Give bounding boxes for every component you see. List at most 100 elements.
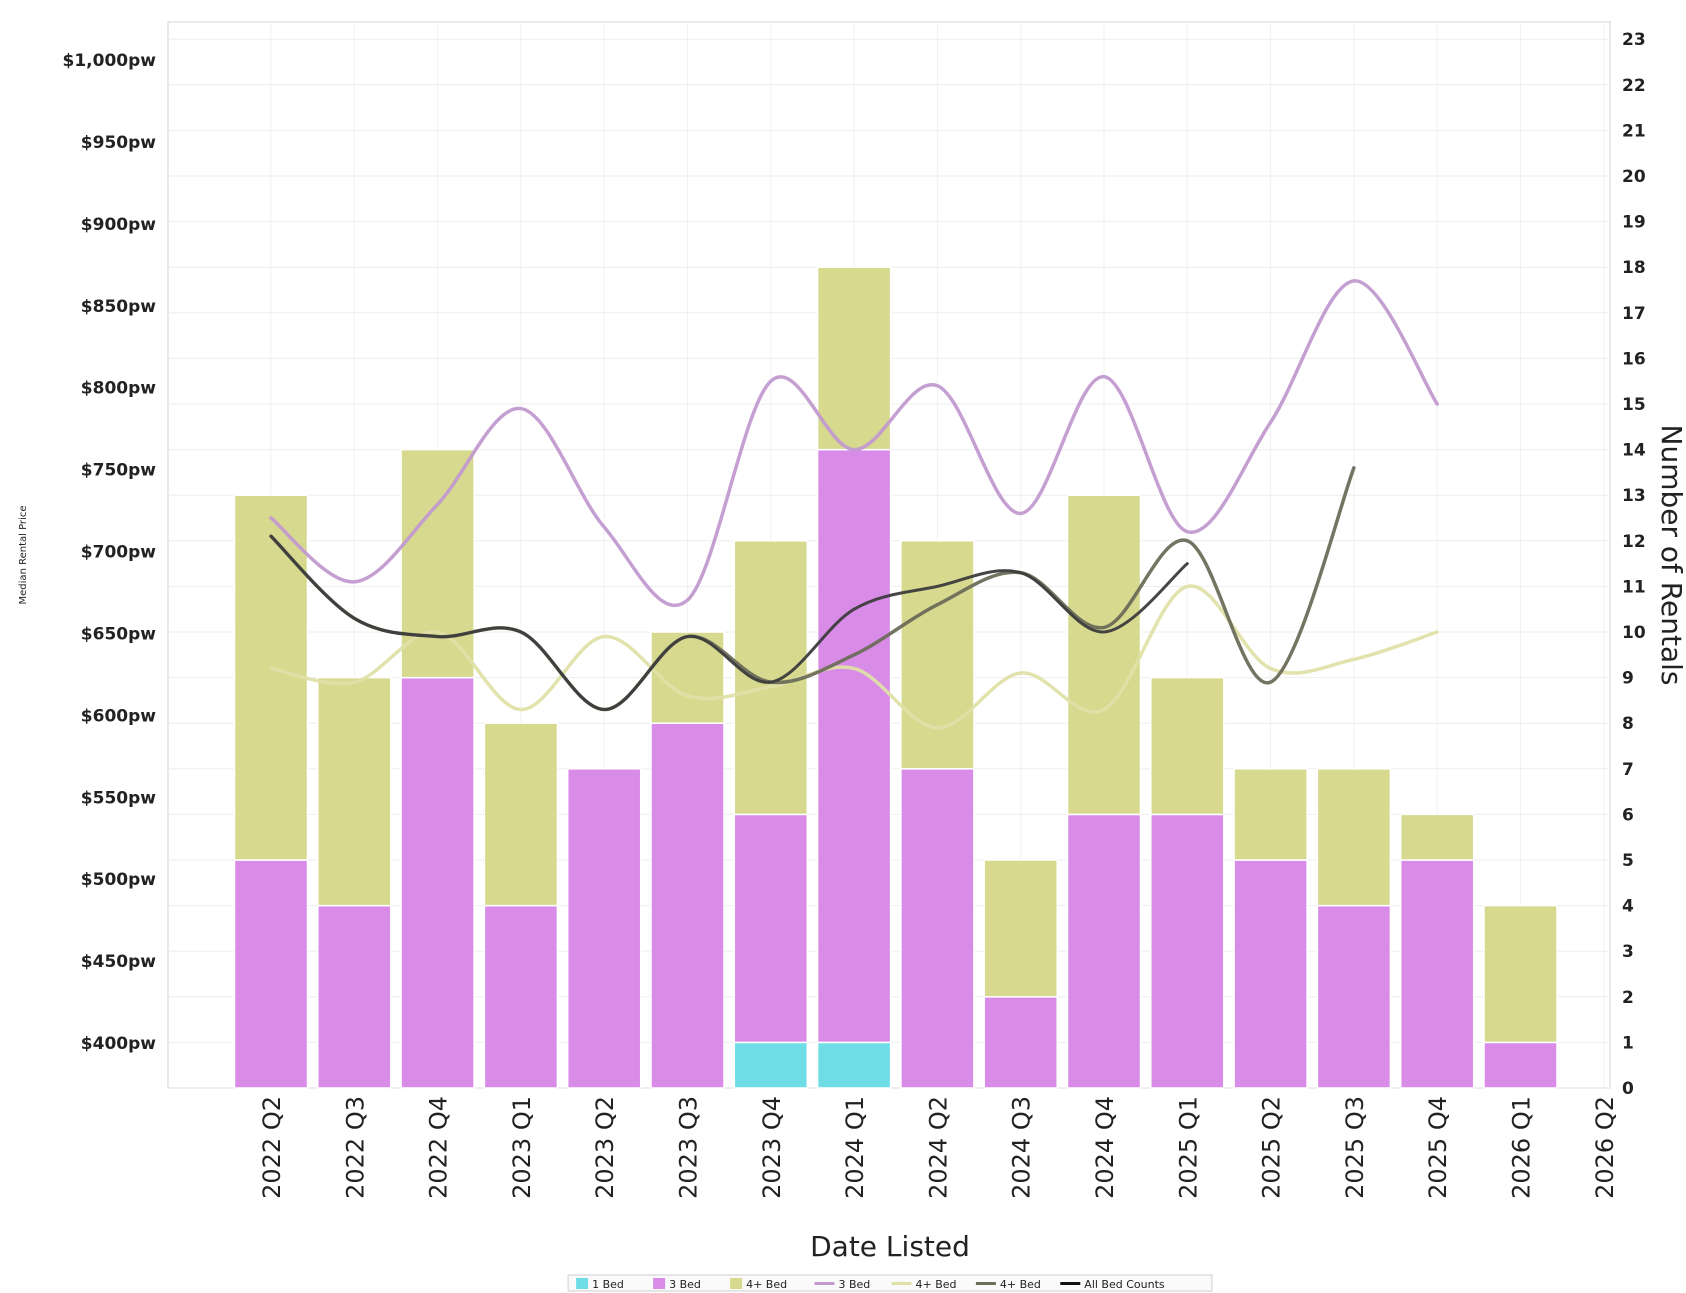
left-tick-label: $850pw	[81, 297, 156, 317]
bar-4-bed	[317, 676, 392, 907]
right-tick-label: 2	[1622, 988, 1634, 1008]
left-tick-label: $550pw	[81, 788, 156, 808]
bar-3-bed	[1150, 813, 1225, 1089]
bar-4-bed	[733, 540, 809, 816]
bar-4-bed	[233, 494, 309, 861]
right-tick-label: 19	[1622, 213, 1646, 233]
left-tick-label: $950pw	[81, 133, 156, 153]
left-tick-label: $750pw	[81, 461, 156, 481]
y-axis-right-label: Number of Rentals	[1655, 425, 1686, 686]
legend-label: 4+ Bed	[1000, 1278, 1041, 1291]
bar-3-bed	[816, 448, 892, 1044]
bar-1-bed	[733, 1041, 809, 1089]
bar-4-bed	[1399, 813, 1475, 861]
left-tick-label: $800pw	[81, 379, 156, 399]
right-tick-label: 1	[1622, 1033, 1634, 1053]
bar-4-bed	[1233, 768, 1308, 861]
left-tick-label: $400pw	[81, 1034, 156, 1054]
right-tick-label: 22	[1622, 76, 1646, 96]
bar-3-bed	[900, 768, 975, 1089]
legend-swatch	[730, 1278, 743, 1289]
x-tick-label: 2022 Q4	[425, 1096, 453, 1199]
x-tick-label: 2025 Q3	[1341, 1096, 1369, 1199]
left-tick-label: $1,000pw	[63, 51, 157, 71]
legend-swatch	[653, 1278, 666, 1289]
x-tick-label: 2025 Q1	[1174, 1096, 1202, 1199]
right-tick-label: 9	[1622, 669, 1634, 689]
right-tick-label: 4	[1622, 897, 1634, 917]
bar-4-bed	[1483, 904, 1558, 1044]
bar-3-bed	[1399, 859, 1475, 1089]
right-tick-label: 8	[1622, 714, 1634, 734]
right-tick-label: 3	[1622, 942, 1634, 962]
x-tick-label: 2024 Q2	[924, 1096, 952, 1199]
x-tick-label: 2023 Q1	[508, 1096, 536, 1199]
bar-3-bed	[400, 676, 475, 1089]
right-tick-label: 17	[1622, 304, 1646, 324]
bar-1-bed	[816, 1041, 892, 1089]
right-tick-label: 5	[1622, 851, 1634, 871]
line-3-bed	[269, 279, 1439, 608]
bar-4-bed	[483, 722, 559, 907]
bar-3-bed	[1483, 1041, 1558, 1089]
legend-label: All Bed Counts	[1084, 1278, 1165, 1291]
right-tick-label: 10	[1622, 623, 1646, 643]
bar-3-bed	[233, 859, 309, 1089]
line-all-bed-counts	[269, 534, 1189, 712]
bar-3-bed	[733, 813, 809, 1044]
x-tick-label: 2022 Q3	[341, 1096, 369, 1199]
bar-4-bed	[983, 859, 1058, 998]
x-tick-label: 2023 Q2	[591, 1096, 619, 1199]
left-tick-label: $650pw	[81, 624, 156, 644]
x-axis-label: Date Listed	[810, 1230, 970, 1263]
bar-3-bed	[1066, 813, 1142, 1089]
bar-3-bed	[650, 722, 725, 1089]
bar-3-bed	[317, 904, 392, 1089]
x-tick-label: 2022 Q2	[258, 1096, 286, 1199]
left-tick-label: $500pw	[81, 870, 156, 890]
bar-4-bed	[900, 540, 975, 770]
legend-swatch	[576, 1278, 589, 1289]
x-tick-label: 2023 Q3	[675, 1096, 703, 1199]
left-tick-label: $700pw	[81, 543, 156, 563]
bar-3-bed	[1233, 859, 1308, 1089]
bar-4-bed	[816, 266, 892, 451]
legend-label: 1 Bed	[592, 1278, 624, 1291]
right-tick-label: 20	[1622, 167, 1646, 187]
y-axis-left-label: Median Rental Price	[18, 506, 29, 605]
x-tick-label: 2024 Q1	[841, 1096, 869, 1199]
right-tick-label: 23	[1622, 30, 1646, 50]
bar-4-bed	[1150, 676, 1225, 816]
x-tick-label: 2026 Q1	[1508, 1096, 1536, 1199]
right-tick-label: 14	[1622, 441, 1646, 461]
bar-3-bed	[566, 768, 642, 1089]
bar-4-bed	[1316, 768, 1392, 907]
x-tick-label: 2024 Q4	[1091, 1096, 1119, 1199]
right-tick-label: 13	[1622, 486, 1646, 506]
right-tick-label: 7	[1622, 760, 1634, 780]
x-tick-label: 2025 Q2	[1258, 1096, 1286, 1199]
trend-lines	[269, 279, 1439, 730]
left-tick-label: $600pw	[81, 706, 156, 726]
legend-box	[567, 1274, 1213, 1292]
bar-3-bed	[483, 904, 559, 1089]
legend-label: 4+ Bed	[916, 1278, 957, 1291]
x-tick-label: 2024 Q3	[1008, 1096, 1036, 1199]
bar-3-bed	[983, 996, 1058, 1089]
bar-4-bed	[1066, 494, 1142, 816]
left-tick-label: $900pw	[81, 215, 156, 235]
right-tick-label: 0	[1622, 1079, 1634, 1099]
right-tick-label: 18	[1622, 258, 1646, 278]
legend-label: 3 Bed	[839, 1278, 871, 1291]
right-tick-label: 11	[1622, 577, 1646, 597]
right-tick-label: 6	[1622, 805, 1634, 825]
right-tick-label: 12	[1622, 532, 1646, 552]
bar-3-bed	[1316, 904, 1392, 1089]
x-tick-label: 2023 Q4	[758, 1096, 786, 1199]
legend: 1 Bed 3 Bed 4+ Bed 3 Bed 4+ Bed 4+ Bed All Bed…	[567, 1274, 1213, 1292]
left-tick-label: $450pw	[81, 952, 156, 972]
right-tick-label: 21	[1622, 121, 1646, 141]
left-axis-ticks: $400pw $450pw $500pw $550pw $600pw $650pw $700…	[63, 51, 157, 1054]
